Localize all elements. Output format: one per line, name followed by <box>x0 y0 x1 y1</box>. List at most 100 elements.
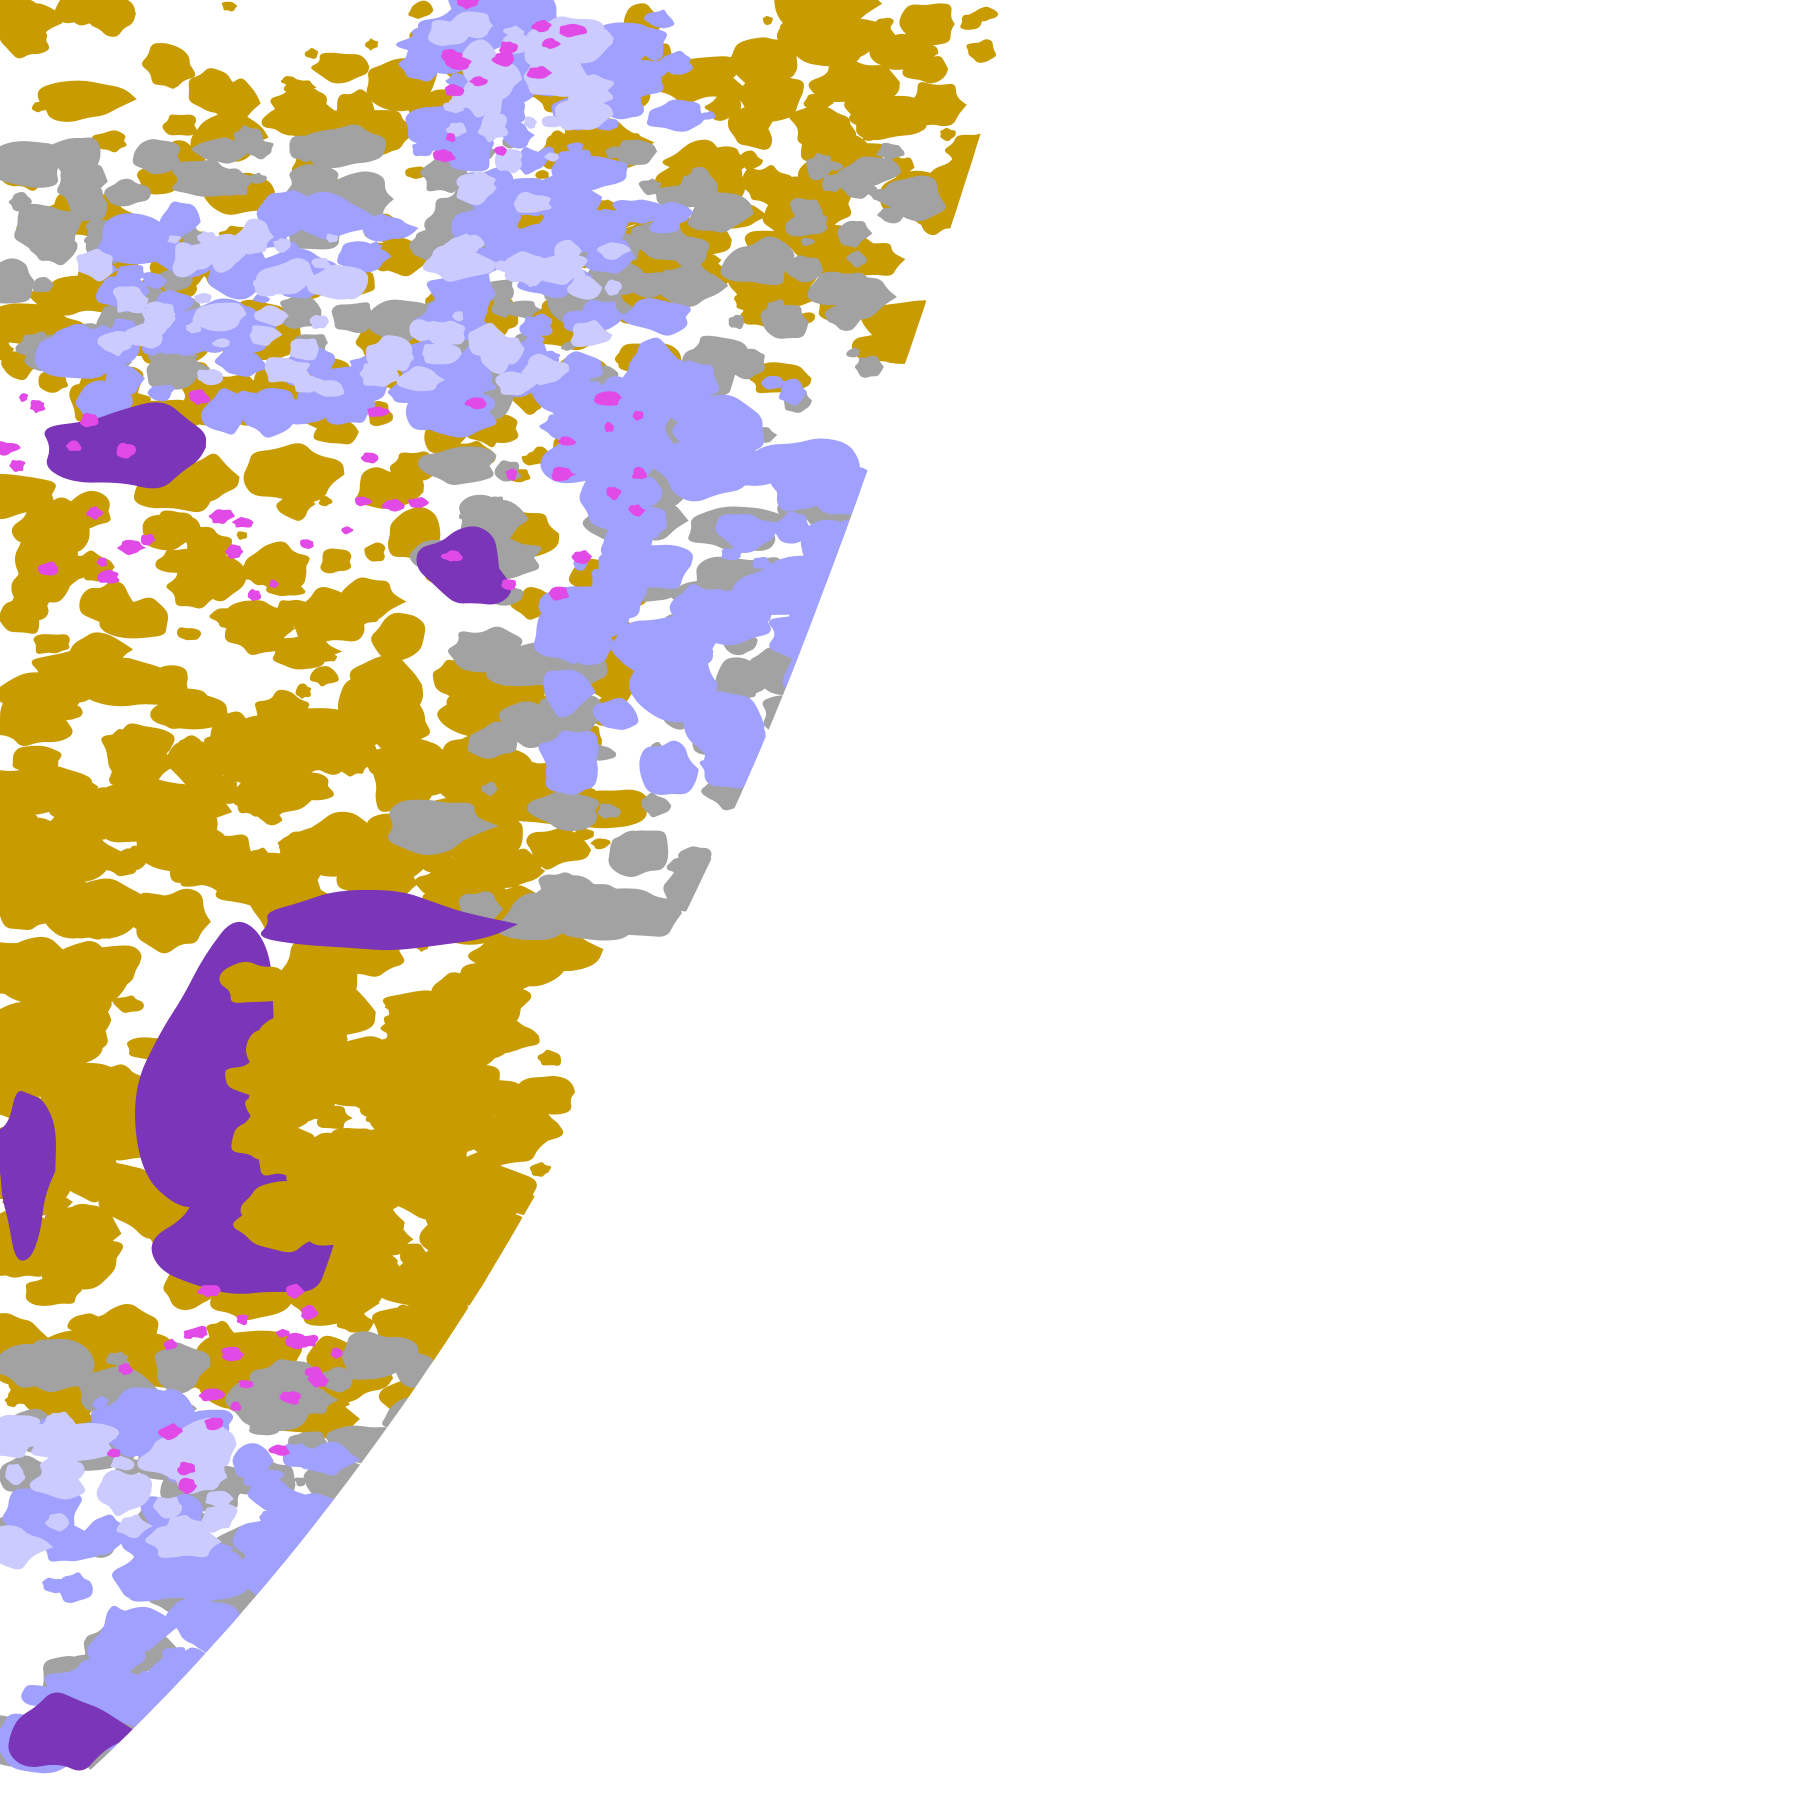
very-thin-cirrus-region <box>256 258 317 295</box>
very-thin-cirrus-region <box>289 338 319 361</box>
overshooting-top <box>268 1444 290 1456</box>
overshooting-top <box>236 1314 249 1326</box>
overshooting-top <box>499 41 518 55</box>
mid-cloud-region <box>389 1758 417 1774</box>
low-cloud-region <box>371 612 426 662</box>
mid-cloud-region <box>728 355 766 380</box>
very-thin-cirrus-region <box>422 341 462 365</box>
thin-cirrus-region <box>559 586 630 638</box>
very-thin-cirrus-region <box>541 115 564 128</box>
very-thin-cirrus-region <box>442 233 480 260</box>
overshooting-top <box>178 1477 198 1495</box>
mid-cloud-region <box>447 1371 552 1429</box>
thin-cirrus-region <box>621 298 691 336</box>
low-cloud-region <box>976 320 993 337</box>
mid-cloud-region <box>481 781 498 796</box>
low-cloud-region <box>800 0 883 27</box>
thin-cirrus-region <box>816 771 832 783</box>
low-cloud-region <box>309 666 339 687</box>
mid-cloud-region <box>378 1441 472 1500</box>
overshooting-top <box>445 132 456 143</box>
mid-cloud-region <box>256 1670 293 1687</box>
very-thin-cirrus-region <box>513 382 527 392</box>
low-cloud-region <box>480 1346 554 1401</box>
low-cloud-region <box>849 143 889 162</box>
very-thin-cirrus-region <box>489 335 525 365</box>
overshooting-top <box>117 539 147 555</box>
mid-cloud-region <box>290 1571 333 1612</box>
overshooting-top <box>279 1391 301 1405</box>
very-thin-cirrus-region <box>205 1490 234 1508</box>
overshooting-top <box>381 498 405 512</box>
low-cloud-region <box>529 1162 553 1177</box>
thin-cirrus-region <box>486 3 504 16</box>
low-cloud-region <box>59 490 111 529</box>
low-cloud-region <box>478 1371 495 1381</box>
mid-cloud-region <box>104 178 152 207</box>
thin-cirrus-region <box>592 590 607 606</box>
low-cloud-region <box>99 597 169 639</box>
mid-cloud-region <box>439 1531 525 1586</box>
mid-cloud-region <box>833 901 893 937</box>
thick-cloud-region <box>8 1692 139 1771</box>
very-thin-cirrus-region <box>254 305 289 327</box>
very-thin-cirrus-region <box>544 152 560 162</box>
thin-cirrus-region <box>715 514 779 553</box>
low-cloud-region <box>176 627 202 641</box>
mid-cloud-region <box>858 887 872 897</box>
low-cloud-region <box>340 756 368 777</box>
low-cloud-region <box>108 745 177 788</box>
overshooting-top <box>118 1363 133 1376</box>
thin-cirrus-region <box>628 26 668 61</box>
low-cloud-region <box>25 1275 82 1306</box>
low-cloud-region <box>475 1318 490 1327</box>
low-cloud-region <box>234 541 310 590</box>
low-cloud-region <box>12 745 62 779</box>
mid-cloud-region <box>242 1689 290 1715</box>
mid-cloud-region <box>760 304 809 339</box>
mid-cloud-region <box>247 138 274 160</box>
thin-cirrus-region <box>267 1657 357 1715</box>
low-cloud-region <box>0 806 48 872</box>
overshooting-top <box>501 579 517 591</box>
mid-cloud-region <box>837 599 849 609</box>
low-cloud-region <box>509 1272 536 1296</box>
overshooting-top <box>408 497 430 508</box>
low-cloud-region <box>526 827 592 870</box>
very-thin-cirrus-region <box>152 1496 183 1519</box>
mid-cloud-region <box>105 1351 130 1368</box>
very-thin-cirrus-region <box>116 1514 153 1539</box>
very-thin-cirrus-region <box>422 244 497 282</box>
low-cloud-region <box>942 293 964 311</box>
overshooting-top <box>0 441 21 456</box>
very-thin-cirrus-region <box>570 320 613 348</box>
mid-cloud-region <box>298 124 386 169</box>
overshooting-top <box>204 1417 224 1431</box>
overshooting-top <box>221 1346 245 1362</box>
thin-cirrus-region <box>592 698 639 730</box>
low-cloud-region <box>971 6 999 22</box>
low-cloud-region <box>8 588 51 625</box>
very-thin-cirrus-region <box>86 1427 117 1442</box>
thin-cirrus-region <box>147 384 175 402</box>
very-thin-cirrus-region <box>0 1525 54 1570</box>
low-cloud-region <box>236 531 248 540</box>
mid-cloud-region <box>49 137 101 183</box>
mid-cloud-region <box>846 347 860 358</box>
mid-cloud-region <box>345 1543 448 1590</box>
overshooting-top <box>440 550 463 562</box>
overshooting-top <box>456 0 481 10</box>
low-cloud-region <box>72 999 112 1038</box>
mid-cloud-region <box>787 789 829 812</box>
low-cloud-region <box>224 600 284 633</box>
mid-cloud-region <box>854 355 884 378</box>
low-cloud-region <box>512 1259 577 1310</box>
low-cloud-region <box>313 986 343 1005</box>
mid-cloud-region <box>331 302 379 334</box>
overshooting-top <box>285 1332 306 1350</box>
mid-cloud-region <box>167 1782 234 1800</box>
low-cloud-region <box>373 753 433 812</box>
mid-cloud-region <box>208 1741 221 1750</box>
thin-cirrus-region <box>699 111 716 120</box>
thin-cirrus-region <box>579 469 648 533</box>
